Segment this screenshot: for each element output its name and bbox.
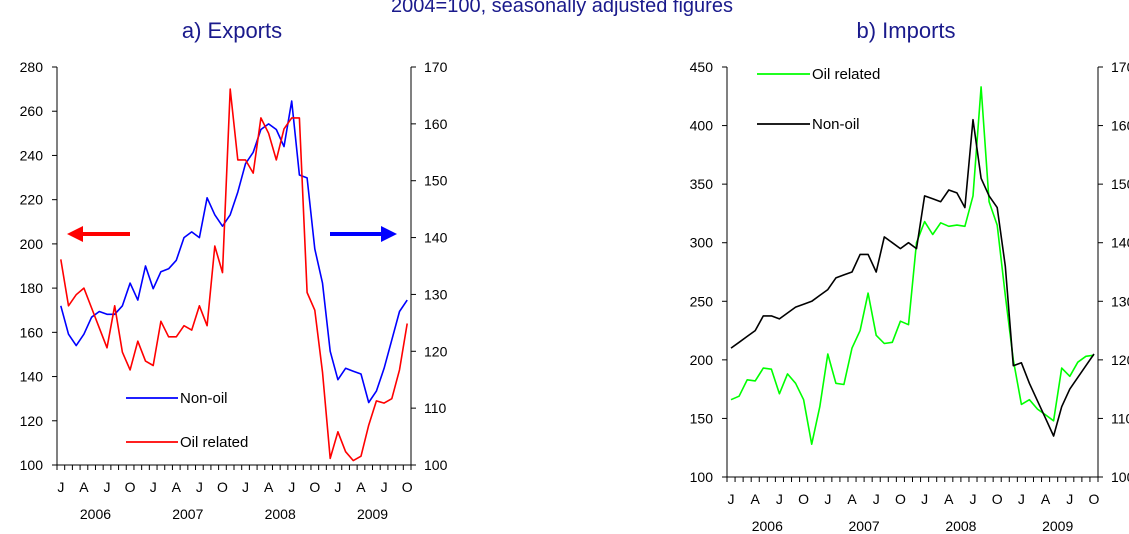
x-tick-label: J bbox=[57, 479, 64, 495]
right-tick-label: 160 bbox=[424, 116, 448, 132]
right-tick-label: 150 bbox=[1111, 176, 1129, 192]
arrow-right-icon bbox=[381, 226, 397, 242]
x-tick-label: J bbox=[873, 491, 880, 507]
series-line-oil-related bbox=[730, 86, 1095, 446]
x-tick-label: J bbox=[921, 491, 928, 507]
right-tick-label: 150 bbox=[424, 173, 448, 189]
x-tick-label: J bbox=[728, 491, 735, 507]
x-tick-label: J bbox=[196, 479, 203, 495]
panel-title: a) Exports bbox=[182, 18, 282, 43]
left-tick-label: 220 bbox=[20, 192, 44, 208]
x-year-label: 2009 bbox=[1042, 518, 1073, 534]
x-year-label: 2008 bbox=[945, 518, 976, 534]
x-tick-label: A bbox=[79, 479, 89, 495]
right-tick-label: 100 bbox=[424, 457, 448, 473]
left-tick-label: 350 bbox=[690, 176, 714, 192]
right-tick-label: 110 bbox=[1111, 410, 1129, 426]
left-tick-label: 280 bbox=[20, 59, 44, 75]
series-line-non-oil bbox=[730, 118, 1095, 437]
right-tick-label: 130 bbox=[424, 286, 448, 302]
left-tick-label: 240 bbox=[20, 147, 44, 163]
x-tick-label: J bbox=[288, 479, 295, 495]
legend-label: Non-oil bbox=[812, 116, 860, 133]
left-tick-label: 100 bbox=[20, 457, 44, 473]
right-tick-label: 100 bbox=[1111, 469, 1129, 485]
right-tick-label: 160 bbox=[1111, 118, 1129, 134]
legend-label: Non-oil bbox=[180, 390, 228, 407]
x-tick-label: O bbox=[895, 491, 906, 507]
x-tick-label: O bbox=[309, 479, 320, 495]
x-year-label: 2007 bbox=[172, 506, 203, 522]
panel-title: b) Imports bbox=[856, 18, 955, 43]
x-tick-label: O bbox=[217, 479, 228, 495]
series-line-non-oil bbox=[60, 100, 408, 404]
right-tick-label: 170 bbox=[424, 59, 448, 75]
x-tick-label: O bbox=[125, 479, 136, 495]
left-tick-label: 250 bbox=[690, 293, 714, 309]
x-tick-label: A bbox=[1041, 491, 1051, 507]
x-tick-label: O bbox=[798, 491, 809, 507]
legend-label: Oil related bbox=[812, 66, 880, 83]
right-tick-label: 140 bbox=[1111, 235, 1129, 251]
left-tick-label: 180 bbox=[20, 280, 44, 296]
right-tick-label: 110 bbox=[424, 400, 447, 416]
x-tick-label: A bbox=[944, 491, 954, 507]
x-tick-label: A bbox=[356, 479, 366, 495]
x-tick-label: J bbox=[381, 479, 388, 495]
x-tick-label: J bbox=[150, 479, 157, 495]
x-tick-label: O bbox=[402, 479, 413, 495]
left-tick-label: 200 bbox=[20, 236, 44, 252]
x-tick-label: O bbox=[992, 491, 1003, 507]
x-tick-label: J bbox=[824, 491, 831, 507]
left-tick-label: 400 bbox=[690, 118, 714, 134]
x-tick-label: A bbox=[172, 479, 182, 495]
x-tick-label: O bbox=[1089, 491, 1100, 507]
x-tick-label: A bbox=[751, 491, 761, 507]
legend-label: Oil related bbox=[180, 434, 248, 451]
left-tick-label: 140 bbox=[20, 369, 44, 385]
x-tick-label: J bbox=[1018, 491, 1025, 507]
left-tick-label: 150 bbox=[690, 410, 714, 426]
x-year-label: 2006 bbox=[80, 506, 111, 522]
right-tick-label: 130 bbox=[1111, 293, 1129, 309]
arrow-left-icon bbox=[67, 226, 83, 242]
x-year-label: 2008 bbox=[265, 506, 296, 522]
left-tick-label: 200 bbox=[690, 352, 714, 368]
x-tick-label: J bbox=[104, 479, 111, 495]
x-tick-label: A bbox=[264, 479, 274, 495]
figure-subtitle: 2004=100, seasonally adjusted figures bbox=[391, 0, 733, 17]
right-tick-label: 170 bbox=[1111, 59, 1129, 75]
x-year-label: 2006 bbox=[752, 518, 783, 534]
x-tick-label: A bbox=[847, 491, 857, 507]
right-tick-label: 120 bbox=[1111, 352, 1129, 368]
x-tick-label: J bbox=[242, 479, 249, 495]
series-line-oil-related bbox=[60, 88, 408, 462]
left-tick-label: 260 bbox=[20, 103, 44, 119]
x-year-label: 2007 bbox=[849, 518, 880, 534]
x-tick-label: J bbox=[334, 479, 341, 495]
x-tick-label: J bbox=[1066, 491, 1073, 507]
x-year-label: 2009 bbox=[357, 506, 388, 522]
left-tick-label: 160 bbox=[20, 324, 44, 340]
x-tick-label: J bbox=[776, 491, 783, 507]
right-tick-label: 140 bbox=[424, 230, 448, 246]
imports-panel: b) Imports 100 150 200 250 300 350 400 450 100 110… bbox=[690, 18, 1129, 534]
left-tick-label: 300 bbox=[690, 235, 714, 251]
left-tick-label: 120 bbox=[20, 413, 44, 429]
exports-panel: a) Exports 100 120 140 160 180 200 220 240 260 280… bbox=[20, 18, 448, 522]
left-tick-label: 450 bbox=[690, 59, 714, 75]
left-tick-label: 100 bbox=[690, 469, 714, 485]
right-tick-label: 120 bbox=[424, 343, 448, 359]
x-tick-label: J bbox=[969, 491, 976, 507]
